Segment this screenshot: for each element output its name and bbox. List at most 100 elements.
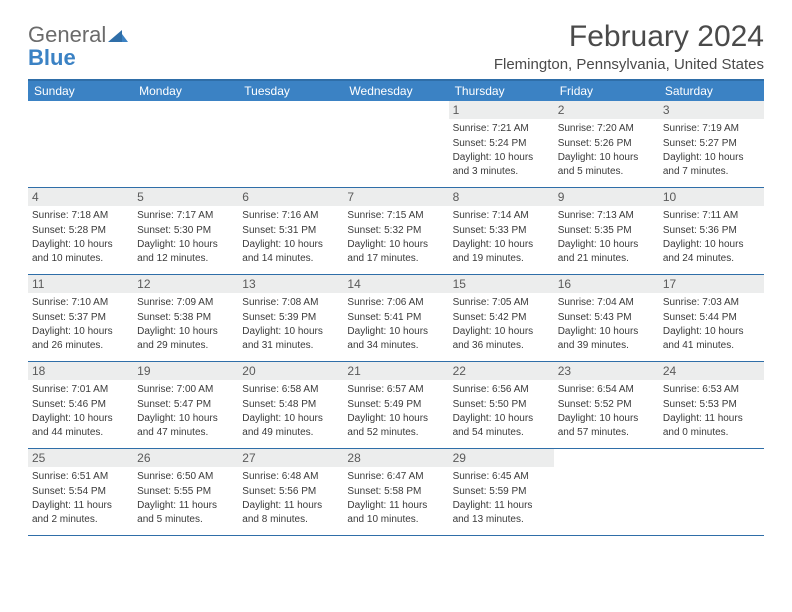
- sunrise-text: Sunrise: 6:53 AM: [663, 383, 760, 397]
- calendar-day: 16Sunrise: 7:04 AMSunset: 5:43 PMDayligh…: [554, 275, 659, 361]
- calendar-day: 15Sunrise: 7:05 AMSunset: 5:42 PMDayligh…: [449, 275, 554, 361]
- calendar-day: 13Sunrise: 7:08 AMSunset: 5:39 PMDayligh…: [238, 275, 343, 361]
- day-number: 13: [238, 275, 343, 293]
- day-info: Sunrise: 6:50 AMSunset: 5:55 PMDaylight:…: [137, 470, 234, 526]
- calendar-day: 9Sunrise: 7:13 AMSunset: 5:35 PMDaylight…: [554, 188, 659, 274]
- day-number: 14: [343, 275, 448, 293]
- calendar-day: 19Sunrise: 7:00 AMSunset: 5:47 PMDayligh…: [133, 362, 238, 448]
- day-number: 6: [238, 188, 343, 206]
- sunset-text: Sunset: 5:30 PM: [137, 224, 234, 238]
- day-number: 28: [343, 449, 448, 467]
- sunrise-text: Sunrise: 6:47 AM: [347, 470, 444, 484]
- sunrise-text: Sunrise: 7:14 AM: [453, 209, 550, 223]
- daylight-text: Daylight: 10 hours and 17 minutes.: [347, 238, 444, 265]
- calendar-day: 3 Sunrise: 7:19 AMSunset: 5:27 PMDaylight…: [659, 101, 764, 187]
- logo: General Blue: [28, 24, 128, 70]
- logo-word1: General: [28, 22, 106, 47]
- day-info: Sunrise: 6:53 AMSunset: 5:53 PMDaylight:…: [663, 383, 760, 439]
- day-number: 22: [449, 362, 554, 380]
- day-header: Wednesday: [343, 81, 448, 101]
- sunrise-text: Sunrise: 7:17 AM: [137, 209, 234, 223]
- daylight-text: Daylight: 10 hours and 7 minutes.: [663, 151, 760, 178]
- sunset-text: Sunset: 5:31 PM: [242, 224, 339, 238]
- calendar-week: 18Sunrise: 7:01 AMSunset: 5:46 PMDayligh…: [28, 362, 764, 449]
- calendar-day: 27 Sunrise: 6:48 AMSunset: 5:56 PMDayligh…: [238, 449, 343, 535]
- daylight-text: Daylight: 10 hours and 31 minutes.: [242, 325, 339, 352]
- daylight-text: Daylight: 10 hours and 10 minutes.: [32, 238, 129, 265]
- sunset-text: Sunset: 5:48 PM: [242, 398, 339, 412]
- sunset-text: Sunset: 5:56 PM: [242, 485, 339, 499]
- day-info: Sunrise: 7:10 AMSunset: 5:37 PMDaylight:…: [32, 296, 129, 352]
- calendar-day: 18Sunrise: 7:01 AMSunset: 5:46 PMDayligh…: [28, 362, 133, 448]
- sunrise-text: Sunrise: 7:09 AM: [137, 296, 234, 310]
- daylight-text: Daylight: 10 hours and 19 minutes.: [453, 238, 550, 265]
- calendar-day: 4Sunrise: 7:18 AMSunset: 5:28 PMDaylight…: [28, 188, 133, 274]
- day-number: 17: [659, 275, 764, 293]
- day-header: Friday: [554, 81, 659, 101]
- sunrise-text: Sunrise: 6:57 AM: [347, 383, 444, 397]
- daylight-text: Daylight: 10 hours and 29 minutes.: [137, 325, 234, 352]
- calendar-day: 20 Sunrise: 6:58 AMSunset: 5:48 PMDayligh…: [238, 362, 343, 448]
- day-info: Sunrise: 6:58 AMSunset: 5:48 PMDaylight:…: [242, 383, 339, 439]
- header: General Blue February 2024 Flemington, P…: [28, 20, 764, 73]
- calendar-day: 2Sunrise: 7:20 AMSunset: 5:26 PMDaylight…: [554, 101, 659, 187]
- day-info: Sunrise: 7:06 AMSunset: 5:41 PMDaylight:…: [347, 296, 444, 352]
- daylight-text: Daylight: 10 hours and 49 minutes.: [242, 412, 339, 439]
- daylight-text: Daylight: 10 hours and 21 minutes.: [558, 238, 655, 265]
- day-number: 10: [659, 188, 764, 206]
- day-header: Tuesday: [238, 81, 343, 101]
- day-info: Sunrise: 7:11 AMSunset: 5:36 PMDaylight:…: [663, 209, 760, 265]
- day-info: Sunrise: 6:48 AMSunset: 5:56 PMDaylight:…: [242, 470, 339, 526]
- day-info: Sunrise: 7:19 AMSunset: 5:27 PMDaylight:…: [663, 122, 760, 178]
- page-title: February 2024: [494, 20, 764, 54]
- calendar-day: 26Sunrise: 6:50 AMSunset: 5:55 PMDayligh…: [133, 449, 238, 535]
- sunset-text: Sunset: 5:53 PM: [663, 398, 760, 412]
- day-number: 27: [238, 449, 343, 467]
- sunrise-text: Sunrise: 6:54 AM: [558, 383, 655, 397]
- daylight-text: Daylight: 10 hours and 34 minutes.: [347, 325, 444, 352]
- day-number: 4: [28, 188, 133, 206]
- sunset-text: Sunset: 5:55 PM: [137, 485, 234, 499]
- day-number: 11: [28, 275, 133, 293]
- daylight-text: Daylight: 11 hours and 0 minutes.: [663, 412, 760, 439]
- day-number: 29: [449, 449, 554, 467]
- day-info: Sunrise: 7:14 AMSunset: 5:33 PMDaylight:…: [453, 209, 550, 265]
- sunrise-text: Sunrise: 6:56 AM: [453, 383, 550, 397]
- calendar-day-empty: [554, 449, 659, 535]
- daylight-text: Daylight: 10 hours and 14 minutes.: [242, 238, 339, 265]
- day-info: Sunrise: 7:13 AMSunset: 5:35 PMDaylight:…: [558, 209, 655, 265]
- sunrise-text: Sunrise: 7:15 AM: [347, 209, 444, 223]
- sunset-text: Sunset: 5:41 PM: [347, 311, 444, 325]
- sunrise-text: Sunrise: 7:00 AM: [137, 383, 234, 397]
- calendar-day: 17 Sunrise: 7:03 AMSunset: 5:44 PMDayligh…: [659, 275, 764, 361]
- sunset-text: Sunset: 5:47 PM: [137, 398, 234, 412]
- sunset-text: Sunset: 5:50 PM: [453, 398, 550, 412]
- sunrise-text: Sunrise: 7:19 AM: [663, 122, 760, 136]
- day-number: 3: [659, 101, 764, 119]
- day-header: Saturday: [659, 81, 764, 101]
- sunset-text: Sunset: 5:28 PM: [32, 224, 129, 238]
- day-info: Sunrise: 6:51 AMSunset: 5:54 PMDaylight:…: [32, 470, 129, 526]
- day-info: Sunrise: 6:47 AMSunset: 5:58 PMDaylight:…: [347, 470, 444, 526]
- calendar: Sunday Monday Tuesday Wednesday Thursday…: [28, 79, 764, 536]
- daylight-text: Daylight: 10 hours and 52 minutes.: [347, 412, 444, 439]
- day-info: Sunrise: 7:21 AMSunset: 5:24 PMDaylight:…: [453, 122, 550, 178]
- day-header: Sunday: [28, 81, 133, 101]
- day-number: 20: [238, 362, 343, 380]
- calendar-day: 10 Sunrise: 7:11 AMSunset: 5:36 PMDayligh…: [659, 188, 764, 274]
- day-info: Sunrise: 7:05 AMSunset: 5:42 PMDaylight:…: [453, 296, 550, 352]
- calendar-week: 4Sunrise: 7:18 AMSunset: 5:28 PMDaylight…: [28, 188, 764, 275]
- sunrise-text: Sunrise: 7:16 AM: [242, 209, 339, 223]
- calendar-week: 1Sunrise: 7:21 AMSunset: 5:24 PMDaylight…: [28, 101, 764, 188]
- daylight-text: Daylight: 11 hours and 2 minutes.: [32, 499, 129, 526]
- sunrise-text: Sunrise: 6:48 AM: [242, 470, 339, 484]
- calendar-day: 1Sunrise: 7:21 AMSunset: 5:24 PMDaylight…: [449, 101, 554, 187]
- calendar-day: 24Sunrise: 6:53 AMSunset: 5:53 PMDayligh…: [659, 362, 764, 448]
- daylight-text: Daylight: 10 hours and 24 minutes.: [663, 238, 760, 265]
- sunrise-text: Sunrise: 7:13 AM: [558, 209, 655, 223]
- day-info: Sunrise: 7:03 AMSunset: 5:44 PMDaylight:…: [663, 296, 760, 352]
- daylight-text: Daylight: 11 hours and 10 minutes.: [347, 499, 444, 526]
- daylight-text: Daylight: 10 hours and 47 minutes.: [137, 412, 234, 439]
- sunset-text: Sunset: 5:24 PM: [453, 137, 550, 151]
- sunrise-text: Sunrise: 6:45 AM: [453, 470, 550, 484]
